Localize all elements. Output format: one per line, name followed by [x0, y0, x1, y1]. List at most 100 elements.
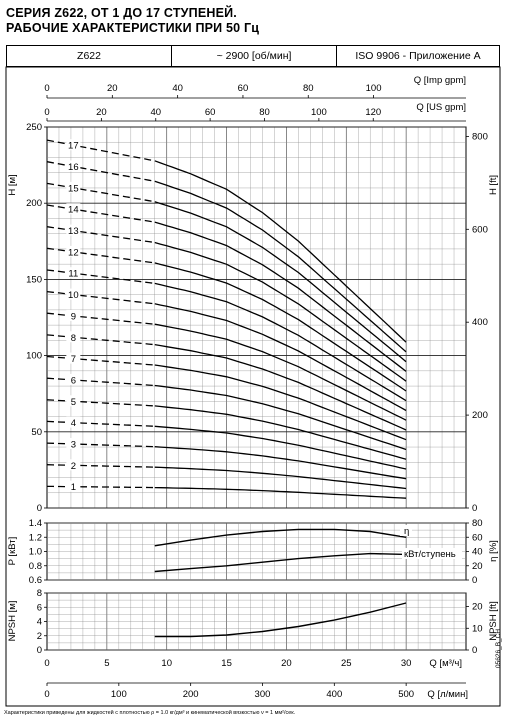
- curve-label-5-stages: 5: [71, 397, 76, 408]
- efficiency-tick-label: 20: [472, 561, 483, 572]
- head-curve-11-stages-dashed: [46, 269, 155, 285]
- us-gpm-tick-label: 120: [365, 107, 381, 118]
- head-m-tick-label: 0: [37, 503, 42, 514]
- head-curve-7-stages: [154, 364, 407, 441]
- curve-label-bg: [66, 203, 81, 215]
- power-per-stage-curve: [154, 552, 407, 573]
- curve-label-bg: [66, 331, 81, 343]
- curve-label-16-stages: 16: [68, 162, 79, 173]
- chart-frame: [5, 66, 501, 707]
- head-curve-3-stages-dashed: [46, 442, 155, 448]
- head-curve-12-stages: [154, 262, 407, 392]
- flow-m3h-tick-label: 10: [161, 658, 172, 669]
- head-curve-12-stages-dashed: [46, 247, 155, 264]
- power-tick-label: 1.2: [29, 532, 42, 543]
- us-gpm-axis-label: Q [US gpm]: [416, 102, 466, 113]
- head-curve-17-stages-dashed: [46, 139, 155, 162]
- curve-label-bg: [66, 309, 81, 321]
- power-tick-label: 0.8: [29, 561, 42, 572]
- curve-label-6-stages: 6: [71, 375, 76, 386]
- head-ft-tick-label: 600: [472, 224, 488, 235]
- npsh-curve: [154, 602, 407, 638]
- npsh-ft-tick-label: 10: [472, 623, 483, 634]
- head-m-tick-label: 200: [26, 198, 42, 209]
- curve-label-bg: [66, 224, 81, 236]
- model-cell: Z622: [7, 46, 172, 66]
- efficiency-tick-label: 60: [472, 532, 483, 543]
- npsh-m-tick-label: 6: [37, 602, 42, 613]
- footnote: Характеристики приведены для жидкостей с…: [4, 710, 296, 716]
- head-m-tick-label: 100: [26, 351, 42, 362]
- head-curve-6-stages-dashed: [46, 377, 155, 387]
- head-ft-tick-label: 200: [472, 410, 488, 421]
- curve-label-14-stages: 14: [68, 205, 79, 216]
- head-curve-1-stages-dashed: [47, 485, 155, 489]
- flow-m3h-tick-label: 0: [44, 658, 49, 669]
- flow-m3h-tick-label: 30: [401, 658, 412, 669]
- curve-label-bg: [66, 395, 81, 407]
- npsh-m-tick-label: 2: [37, 631, 42, 642]
- head-ft-axis-label: H [ft]: [488, 175, 499, 195]
- head-curve-14-stages-dashed: [46, 204, 155, 223]
- power-tick-label: 1.0: [29, 547, 42, 558]
- head-curve-5-stages: [154, 405, 407, 460]
- series-label-bg: [400, 525, 412, 536]
- imp-gpm-tick-label: 40: [172, 83, 183, 94]
- series-label-bg: [402, 548, 462, 559]
- head-curve-15-stages: [154, 201, 407, 363]
- curve-label-10-stages: 10: [68, 290, 79, 301]
- us-gpm-tick-label: 100: [311, 107, 327, 118]
- curve-label-bg: [66, 160, 81, 172]
- chart-title-line-2: РАБОЧИЕ ХАРАКТЕРИСТИКИ ПРИ 50 Гц: [6, 21, 260, 35]
- power-tick-label: 0.6: [29, 575, 42, 586]
- curve-label-4-stages: 4: [71, 418, 76, 429]
- efficiency-tick-label: 40: [472, 547, 483, 558]
- flow-lpm-tick-label: 0: [44, 689, 49, 700]
- head-curve-10-stages: [154, 303, 407, 412]
- head-curve-2-stages: [154, 466, 407, 490]
- curve-label-bg: [66, 480, 81, 492]
- head-curve-15-stages-dashed: [46, 182, 155, 203]
- curve-label-1-stages: 1: [71, 482, 76, 493]
- flow-lpm-tick-label: 400: [326, 689, 342, 700]
- head-ft-tick-label: 800: [472, 131, 488, 142]
- flow-m3h-tick-label: 25: [341, 658, 352, 669]
- curve-label-bg: [66, 245, 81, 257]
- head-curve-2-stages-dashed: [46, 464, 155, 468]
- head-m-tick-label: 150: [26, 274, 42, 285]
- head-ft-tick-label: 0: [472, 503, 477, 514]
- chart-title-line-1: СЕРИЯ Z622, ОТ 1 ДО 17 СТУПЕНЕЙ.: [6, 6, 237, 20]
- curve-label-bg: [66, 459, 81, 471]
- imp-gpm-tick-label: 0: [44, 83, 49, 94]
- flow-m3h-tick-label: 15: [221, 658, 232, 669]
- head-curve-16-stages-dashed: [46, 161, 155, 182]
- efficiency-tick-label: 0: [472, 575, 477, 586]
- efficiency-tick-label: 80: [472, 518, 483, 529]
- npsh-ft-axis-label: NPSH [ft]: [488, 601, 499, 641]
- curve-label-12-stages: 12: [68, 247, 79, 258]
- curve-label-bg: [66, 181, 81, 193]
- head-curve-5-stages-dashed: [46, 399, 155, 407]
- curve-label-7-stages: 7: [71, 354, 76, 365]
- flow-lpm-tick-label: 100: [111, 689, 127, 700]
- head-curve-11-stages: [154, 282, 407, 402]
- power-axis-label: P [кВт]: [7, 537, 18, 566]
- curve-label-8-stages: 8: [71, 333, 76, 344]
- head-curve-3-stages: [154, 446, 407, 480]
- us-gpm-tick-label: 20: [96, 107, 107, 118]
- head-curve-14-stages: [154, 221, 407, 372]
- head-curve-17-stages: [154, 160, 407, 343]
- curve-label-17-stages: 17: [68, 141, 79, 152]
- curve-label-15-stages: 15: [68, 183, 79, 194]
- standard-cell: ISO 9906 - Приложение A: [355, 50, 481, 62]
- curve-label-11-stages: 11: [68, 269, 78, 280]
- efficiency-curve: [154, 528, 407, 547]
- npsh-m-tick-label: 8: [37, 588, 42, 599]
- power-series-label: кВт/ступень: [404, 549, 456, 560]
- imp-gpm-tick-label: 80: [303, 83, 314, 94]
- head-panel-frame: [46, 126, 467, 509]
- imp-gpm-tick-label: 20: [107, 83, 118, 94]
- flow-m3h-tick-label: 5: [104, 658, 109, 669]
- efficiency-axis-label: η [%]: [488, 540, 499, 562]
- npsh-ft-tick-label: 0: [472, 645, 477, 656]
